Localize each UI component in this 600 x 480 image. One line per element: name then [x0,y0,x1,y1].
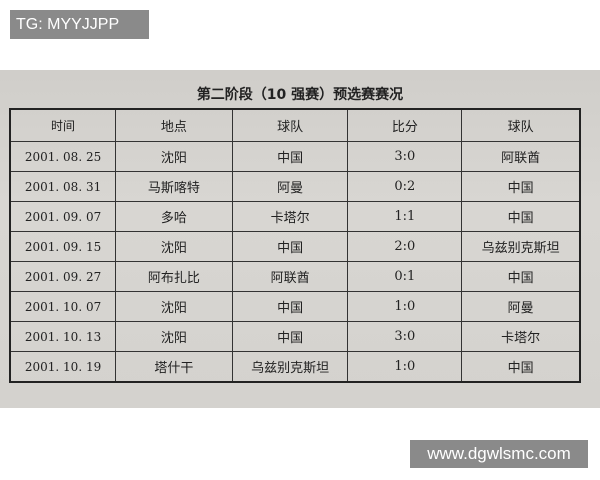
cell-team-away: 阿曼 [461,291,581,322]
cell-venue: 沈阳 [115,231,233,262]
cell-date: 2001. 08. 25 [9,141,117,172]
header-team-home: 球队 [231,108,349,142]
cell-team-home: 中国 [231,141,349,172]
cell-team-away: 中国 [461,201,581,232]
cell-score: 0:2 [347,171,463,202]
cell-team-home: 阿曼 [231,171,349,202]
table-row: 2001. 10. 13 沈阳 中国 3:0 卡塔尔 [9,321,581,352]
cell-team-away: 中国 [461,171,581,202]
cell-score: 3:0 [347,321,463,352]
cell-date: 2001. 09. 27 [9,261,117,292]
cell-team-home: 中国 [231,291,349,322]
table-row: 2001. 09. 15 沈阳 中国 2:0 乌兹别克斯坦 [9,231,581,262]
cell-score: 1:0 [347,291,463,322]
table-row: 2001. 10. 07 沈阳 中国 1:0 阿曼 [9,291,581,322]
cell-score: 1:0 [347,351,463,383]
cell-team-home: 阿联酋 [231,261,349,292]
cell-venue: 多哈 [115,201,233,232]
cell-date: 2001. 10. 13 [9,321,117,352]
cell-date: 2001. 08. 31 [9,171,117,202]
cell-date: 2001. 09. 07 [9,201,117,232]
cell-venue: 沈阳 [115,291,233,322]
cell-venue: 沈阳 [115,141,233,172]
table-row: 2001. 08. 25 沈阳 中国 3:0 阿联酋 [9,141,581,172]
cell-venue: 阿布扎比 [115,261,233,292]
table-row: 2001. 10. 19 塔什干 乌兹别克斯坦 1:0 中国 [9,351,581,383]
cell-team-away: 阿联酋 [461,141,581,172]
cell-date: 2001. 10. 07 [9,291,117,322]
cell-venue: 塔什干 [115,351,233,383]
cell-venue: 马斯喀特 [115,171,233,202]
cell-date: 2001. 10. 19 [9,351,117,383]
header-row: 时间 地点 球队 比分 球队 [9,108,581,142]
cell-team-away: 中国 [461,261,581,292]
cell-date: 2001. 09. 15 [9,231,117,262]
watermark-bottom-right: www.dgwlsmc.com [410,440,588,468]
cell-score: 1:1 [347,201,463,232]
table-row: 2001. 09. 27 阿布扎比 阿联酋 0:1 中国 [9,261,581,292]
table-row: 2001. 08. 31 马斯喀特 阿曼 0:2 中国 [9,171,581,202]
book-page-photo: 第二阶段（10 强赛）预选赛赛况 时间 地点 球队 比分 球队 2001. 08… [0,70,600,408]
table-row: 2001. 09. 07 多哈 卡塔尔 1:1 中国 [9,201,581,232]
cell-team-home: 卡塔尔 [231,201,349,232]
table-title: 第二阶段（10 强赛）预选赛赛况 [196,87,404,103]
cell-team-away: 卡塔尔 [461,321,581,352]
cell-team-away: 中国 [461,351,581,383]
header-date: 时间 [9,108,117,142]
header-venue: 地点 [115,108,233,142]
cell-score: 2:0 [347,231,463,262]
cell-score: 3:0 [347,141,463,172]
cell-team-home: 中国 [231,231,349,262]
header-score: 比分 [347,108,463,142]
cell-team-away: 乌兹别克斯坦 [461,231,581,262]
watermark-top-left: TG: MYYJJPP [10,10,149,39]
cell-team-home: 乌兹别克斯坦 [231,351,349,383]
cell-score: 0:1 [347,261,463,292]
match-results-table: 时间 地点 球队 比分 球队 2001. 08. 25 沈阳 中国 3:0 阿联酋 200… [9,108,581,383]
cell-team-home: 中国 [231,321,349,352]
cell-venue: 沈阳 [115,321,233,352]
header-team-away: 球队 [461,108,581,142]
